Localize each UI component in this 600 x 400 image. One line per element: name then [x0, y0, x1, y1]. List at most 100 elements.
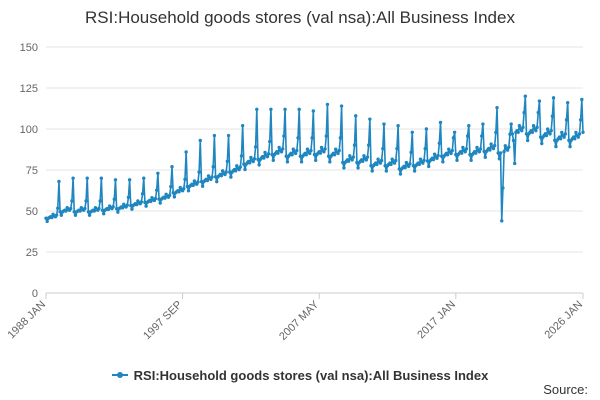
data-point[interactable] — [253, 145, 258, 149]
data-point[interactable] — [500, 219, 504, 223]
data-point[interactable] — [474, 151, 478, 155]
data-point[interactable] — [271, 158, 275, 163]
data-point[interactable] — [324, 134, 328, 138]
legend[interactable]: RSI:Household goods stores (val nsa):All… — [0, 364, 600, 383]
data-point[interactable] — [502, 149, 506, 154]
data-point[interactable] — [233, 169, 238, 173]
data-point[interactable] — [325, 102, 330, 107]
data-point[interactable] — [567, 138, 571, 142]
data-point[interactable] — [213, 175, 218, 179]
data-point[interactable] — [540, 141, 544, 146]
data-point[interactable] — [113, 178, 118, 182]
data-point[interactable] — [311, 109, 316, 113]
data-point[interactable] — [224, 170, 228, 174]
data-point[interactable] — [295, 148, 299, 153]
data-point[interactable] — [477, 150, 482, 154]
data-point[interactable] — [298, 154, 303, 158]
data-point[interactable] — [71, 176, 75, 180]
data-point[interactable] — [483, 155, 487, 159]
data-point[interactable] — [422, 158, 426, 163]
data-point[interactable] — [375, 162, 379, 167]
data-point[interactable] — [215, 179, 219, 184]
data-point[interactable] — [505, 148, 510, 152]
data-point[interactable] — [512, 161, 517, 166]
data-point[interactable] — [305, 147, 310, 151]
data-point[interactable] — [149, 199, 153, 204]
data-point[interactable] — [112, 197, 117, 201]
data-point[interactable] — [435, 156, 439, 160]
data-point[interactable] — [548, 132, 552, 136]
data-point[interactable] — [437, 141, 442, 145]
data-point[interactable] — [211, 165, 215, 169]
data-point[interactable] — [210, 175, 214, 179]
data-point[interactable] — [308, 151, 312, 156]
data-point[interactable] — [129, 203, 133, 208]
data-point[interactable] — [431, 157, 436, 162]
data-point[interactable] — [423, 146, 427, 151]
data-point[interactable] — [44, 216, 48, 220]
data-point[interactable] — [229, 175, 233, 179]
data-point[interactable] — [270, 152, 274, 157]
data-point[interactable] — [171, 191, 175, 195]
data-point[interactable] — [452, 130, 457, 134]
data-point[interactable] — [494, 130, 498, 135]
data-point[interactable] — [342, 166, 346, 170]
data-point[interactable] — [326, 154, 331, 158]
data-point[interactable] — [351, 155, 356, 159]
data-point[interactable] — [228, 170, 232, 174]
data-point[interactable] — [130, 207, 134, 211]
data-point[interactable] — [157, 197, 161, 201]
data-point[interactable] — [365, 155, 370, 159]
data-point[interactable] — [565, 101, 570, 105]
data-point[interactable] — [382, 122, 386, 126]
data-point[interactable] — [336, 151, 340, 156]
data-point[interactable] — [283, 107, 287, 112]
data-point[interactable] — [249, 155, 253, 160]
data-point[interactable] — [562, 135, 566, 139]
data-point[interactable] — [257, 163, 261, 167]
data-point[interactable] — [64, 209, 68, 213]
data-point[interactable] — [418, 157, 423, 161]
data-point[interactable] — [362, 154, 366, 158]
data-point[interactable] — [510, 132, 515, 136]
data-point[interactable] — [328, 160, 332, 164]
data-point[interactable] — [536, 110, 540, 115]
data-point[interactable] — [427, 164, 431, 169]
data-point[interactable] — [463, 150, 467, 154]
data-point[interactable] — [482, 149, 486, 154]
data-point[interactable] — [392, 161, 397, 165]
data-point[interactable] — [522, 110, 526, 115]
data-point[interactable] — [83, 206, 87, 211]
data-point[interactable] — [537, 99, 542, 103]
data-point[interactable] — [309, 148, 313, 153]
data-point[interactable] — [398, 172, 403, 176]
data-point[interactable] — [282, 134, 286, 138]
data-point[interactable] — [560, 130, 564, 135]
data-point[interactable] — [439, 154, 444, 158]
data-point[interactable] — [369, 164, 373, 168]
data-point[interactable] — [381, 146, 385, 151]
data-point[interactable] — [199, 179, 204, 184]
data-point[interactable] — [319, 145, 324, 150]
data-point[interactable] — [205, 178, 210, 183]
data-point[interactable] — [408, 162, 412, 166]
data-point[interactable] — [378, 161, 383, 165]
data-point[interactable] — [285, 160, 290, 164]
data-point[interactable] — [240, 124, 245, 128]
data-point[interactable] — [84, 199, 88, 203]
data-point[interactable] — [293, 151, 298, 156]
data-point[interactable] — [441, 160, 445, 164]
data-point[interactable] — [580, 97, 584, 102]
data-point[interactable] — [323, 147, 327, 151]
data-point[interactable] — [498, 151, 503, 155]
data-point[interactable] — [226, 133, 231, 138]
data-point[interactable] — [573, 137, 577, 141]
data-point[interactable] — [97, 206, 101, 211]
data-point[interactable] — [503, 144, 507, 148]
data-point[interactable] — [475, 145, 479, 150]
data-point[interactable] — [57, 179, 61, 184]
data-point[interactable] — [73, 213, 78, 217]
data-point[interactable] — [339, 104, 344, 108]
data-point[interactable] — [412, 169, 417, 173]
data-point[interactable] — [525, 138, 530, 143]
